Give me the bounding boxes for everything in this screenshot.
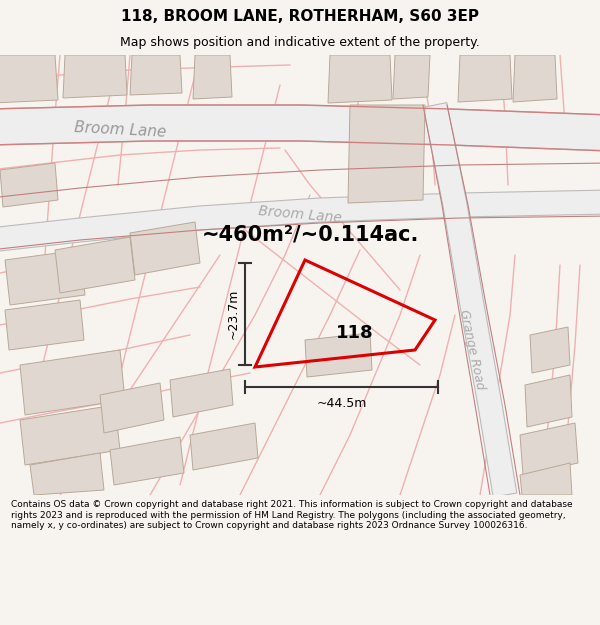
- Polygon shape: [20, 350, 125, 415]
- Polygon shape: [0, 190, 600, 252]
- Polygon shape: [520, 423, 578, 475]
- Polygon shape: [20, 405, 120, 465]
- Polygon shape: [5, 300, 84, 350]
- Text: Broom Lane: Broom Lane: [74, 120, 166, 140]
- Polygon shape: [193, 55, 232, 99]
- Polygon shape: [130, 55, 182, 95]
- Polygon shape: [130, 222, 200, 275]
- Text: Map shows position and indicative extent of the property.: Map shows position and indicative extent…: [120, 36, 480, 49]
- Text: ~44.5m: ~44.5m: [316, 397, 367, 410]
- Polygon shape: [30, 453, 104, 495]
- Polygon shape: [0, 55, 58, 103]
- Polygon shape: [423, 102, 517, 497]
- Polygon shape: [5, 250, 85, 305]
- Polygon shape: [0, 105, 600, 151]
- Polygon shape: [393, 55, 430, 99]
- Polygon shape: [525, 375, 572, 427]
- Text: 118: 118: [336, 324, 374, 342]
- Text: Broom Lane: Broom Lane: [258, 204, 342, 226]
- Polygon shape: [305, 333, 372, 377]
- Text: Contains OS data © Crown copyright and database right 2021. This information is : Contains OS data © Crown copyright and d…: [11, 500, 572, 530]
- Text: Grange Road: Grange Road: [457, 309, 487, 391]
- Polygon shape: [55, 237, 135, 293]
- Polygon shape: [63, 55, 127, 98]
- Polygon shape: [0, 163, 58, 207]
- Polygon shape: [520, 463, 572, 495]
- Text: 118, BROOM LANE, ROTHERHAM, S60 3EP: 118, BROOM LANE, ROTHERHAM, S60 3EP: [121, 9, 479, 24]
- Polygon shape: [513, 55, 557, 102]
- Text: ~23.7m: ~23.7m: [227, 289, 240, 339]
- Polygon shape: [348, 105, 425, 203]
- Text: ~460m²/~0.114ac.: ~460m²/~0.114ac.: [202, 225, 419, 245]
- Polygon shape: [190, 423, 258, 470]
- Polygon shape: [530, 327, 570, 373]
- Polygon shape: [100, 383, 164, 433]
- Polygon shape: [328, 55, 392, 103]
- Polygon shape: [170, 369, 233, 417]
- Polygon shape: [110, 437, 184, 485]
- Polygon shape: [458, 55, 512, 102]
